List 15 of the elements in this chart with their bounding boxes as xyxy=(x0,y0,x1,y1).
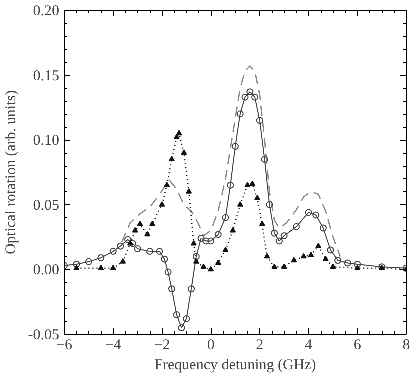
y-tick-label: 0.00 xyxy=(33,262,60,279)
x-axis-title: Frequency detuning (GHz) xyxy=(154,358,316,374)
y-tick-label: 0.20 xyxy=(33,4,60,20)
x-tick-label: −4 xyxy=(105,338,122,354)
x-tick-label: 2 xyxy=(256,338,264,354)
x-tick-label: 6 xyxy=(354,338,362,354)
x-tick-label: 0 xyxy=(207,338,215,354)
x-tick-label: 4 xyxy=(305,338,314,354)
y-tick-label: 0.05 xyxy=(33,198,60,214)
y-tick-label: 0.10 xyxy=(33,133,60,150)
y-tick-label: 0.15 xyxy=(33,68,60,84)
y-tick-label: -0.05 xyxy=(28,328,60,344)
x-tick-label: 8 xyxy=(402,338,410,354)
x-tick-label: −2 xyxy=(154,338,170,354)
y-axis-title: Optical rotation (arb. units) xyxy=(3,90,20,255)
